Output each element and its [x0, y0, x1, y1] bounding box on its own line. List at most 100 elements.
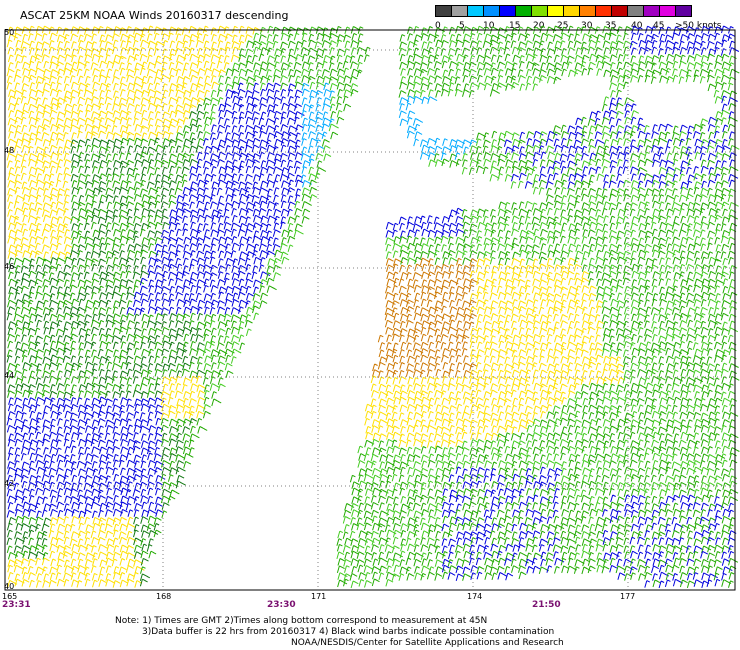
wind-barb [553, 411, 559, 419]
wind-barb [722, 124, 729, 133]
wind-barb [7, 333, 16, 342]
wind-barb [588, 411, 595, 420]
wind-barb [181, 208, 192, 216]
wind-barb [21, 89, 27, 98]
wind-barb [448, 229, 457, 238]
wind-barb [216, 60, 223, 69]
wind-barb [146, 146, 157, 155]
wind-barb [385, 237, 396, 245]
wind-barb [140, 151, 148, 160]
wind-barb [405, 299, 414, 308]
wind-barb [378, 404, 386, 413]
wind-barb [90, 221, 97, 230]
wind-barb [328, 32, 339, 41]
wind-barb [113, 201, 124, 210]
wind-barb [399, 320, 406, 329]
wind-barb [672, 173, 679, 182]
wind-barb [272, 237, 279, 246]
wind-barb [49, 117, 55, 125]
wind-barb [119, 250, 125, 258]
wind-barb [245, 165, 252, 174]
wind-barb [106, 139, 115, 148]
wind-barb [280, 159, 287, 168]
wind-barb [581, 243, 590, 252]
wind-barb [211, 187, 217, 195]
wind-barb [140, 256, 146, 265]
wind-barb [105, 102, 112, 111]
wind-barb [574, 369, 581, 378]
wind-barb [596, 145, 607, 154]
wind-barb [652, 271, 661, 279]
wind-barb [685, 425, 692, 434]
wind-barb [678, 229, 687, 237]
wind-barb [468, 167, 475, 175]
wind-barb [658, 418, 667, 426]
wind-barb [210, 47, 219, 56]
wind-barb [713, 307, 720, 315]
wind-barb [69, 390, 76, 399]
wind-barb [84, 117, 95, 126]
wind-barb [218, 109, 225, 118]
wind-barb [546, 75, 558, 84]
wind-barb [41, 75, 50, 84]
wind-barb [552, 166, 561, 175]
wind-barb [168, 200, 177, 209]
wind-barb [127, 186, 136, 195]
wind-barb [196, 89, 205, 98]
wind-barb [322, 27, 329, 35]
wind-barb [489, 348, 500, 356]
wind-barb [211, 237, 219, 245]
wind-barb [328, 76, 339, 84]
wind-barb [672, 145, 681, 154]
wind-barb [119, 306, 126, 315]
wind-barb [246, 292, 254, 301]
wind-barb [686, 299, 695, 308]
wind-barb [609, 418, 616, 427]
wind-barb [237, 229, 246, 237]
wind-barb [609, 82, 618, 90]
wind-barb [104, 75, 111, 84]
wind-barb [666, 53, 675, 62]
wind-barb [147, 404, 156, 412]
wind-barb [699, 152, 706, 161]
wind-barb [420, 250, 429, 259]
wind-barb [29, 186, 38, 195]
wind-barb [490, 284, 497, 293]
wind-barb [673, 356, 681, 364]
wind-barb [162, 55, 173, 64]
wind-barb [701, 32, 709, 41]
wind-barb [77, 222, 84, 231]
wind-barb [525, 334, 534, 342]
wind-barb [455, 327, 464, 336]
wind-barb [42, 97, 48, 105]
wind-barb [204, 306, 210, 315]
wind-barb [595, 166, 602, 174]
wind-barb [14, 326, 23, 335]
wind-barb [490, 62, 496, 70]
colorbar-label: 30 [581, 21, 593, 31]
wind-barb [399, 81, 408, 90]
wind-barb [119, 116, 128, 125]
wind-barb [126, 307, 135, 315]
wind-barb [679, 256, 686, 265]
wind-barb [532, 144, 543, 153]
wind-barb [679, 424, 688, 433]
wind-barb [287, 208, 293, 217]
wind-barb [209, 61, 216, 70]
wind-barb [176, 424, 183, 433]
wind-barb [595, 110, 601, 119]
wind-barb [588, 138, 595, 147]
wind-barb [77, 89, 84, 97]
wind-barb [672, 389, 681, 398]
wind-barb [8, 131, 14, 139]
wind-barb [195, 39, 204, 48]
wind-barb [512, 207, 518, 216]
wind-barb [442, 257, 449, 265]
wind-barb [476, 369, 483, 378]
wind-barb [636, 67, 645, 76]
wind-barb [427, 46, 434, 55]
wind-barb [413, 250, 422, 258]
wind-barb [538, 187, 545, 195]
wind-barb [105, 222, 112, 230]
wind-barb [22, 214, 28, 223]
